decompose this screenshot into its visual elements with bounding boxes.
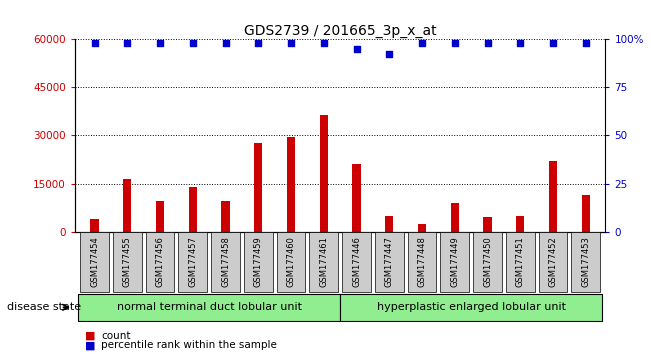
Text: GSM177451: GSM177451: [516, 236, 525, 287]
Bar: [385, 216, 393, 232]
Bar: [156, 201, 164, 232]
Bar: [352, 164, 361, 232]
Bar: [221, 201, 230, 232]
Bar: [418, 224, 426, 232]
Bar: [375, 232, 404, 292]
Bar: [178, 232, 207, 292]
Point: [450, 40, 460, 46]
Bar: [146, 232, 174, 292]
Bar: [340, 293, 602, 321]
Point: [581, 40, 591, 46]
Bar: [189, 187, 197, 232]
Bar: [516, 216, 524, 232]
Bar: [287, 137, 295, 232]
Bar: [123, 179, 132, 232]
Text: GSM177457: GSM177457: [188, 236, 197, 287]
Text: GSM177448: GSM177448: [417, 236, 426, 287]
Point: [548, 40, 559, 46]
Text: hyperplastic enlarged lobular unit: hyperplastic enlarged lobular unit: [377, 302, 566, 312]
Text: GSM177450: GSM177450: [483, 236, 492, 287]
Bar: [244, 232, 273, 292]
Text: GSM177458: GSM177458: [221, 236, 230, 287]
Text: GSM177455: GSM177455: [123, 236, 132, 287]
Point: [155, 40, 165, 46]
Point: [253, 40, 264, 46]
Text: count: count: [101, 331, 130, 341]
Text: percentile rank within the sample: percentile rank within the sample: [101, 340, 277, 350]
Text: GSM177461: GSM177461: [319, 236, 328, 287]
Point: [417, 40, 427, 46]
Point: [515, 40, 525, 46]
Text: ■: ■: [85, 331, 95, 341]
Bar: [506, 232, 534, 292]
Bar: [342, 232, 371, 292]
Text: GSM177453: GSM177453: [581, 236, 590, 287]
Bar: [450, 203, 459, 232]
Bar: [538, 232, 568, 292]
Point: [352, 46, 362, 51]
Point: [482, 40, 493, 46]
Bar: [211, 232, 240, 292]
Point: [122, 40, 132, 46]
Bar: [254, 143, 262, 232]
Bar: [78, 293, 340, 321]
Text: GSM177447: GSM177447: [385, 236, 394, 287]
Point: [286, 40, 296, 46]
Bar: [473, 232, 502, 292]
Bar: [90, 219, 98, 232]
Bar: [80, 232, 109, 292]
Text: GSM177446: GSM177446: [352, 236, 361, 287]
Bar: [572, 232, 600, 292]
Text: GSM177449: GSM177449: [450, 236, 459, 287]
Bar: [277, 232, 305, 292]
Title: GDS2739 / 201665_3p_x_at: GDS2739 / 201665_3p_x_at: [244, 24, 436, 38]
Point: [318, 40, 329, 46]
Point: [384, 52, 395, 57]
Text: ■: ■: [85, 340, 95, 350]
Bar: [113, 232, 142, 292]
Bar: [320, 114, 328, 232]
Point: [220, 40, 230, 46]
Bar: [582, 195, 590, 232]
Text: GSM177452: GSM177452: [549, 236, 557, 287]
Bar: [549, 161, 557, 232]
Text: GSM177456: GSM177456: [156, 236, 165, 287]
Bar: [408, 232, 436, 292]
Bar: [484, 217, 492, 232]
Text: GSM177454: GSM177454: [90, 236, 99, 287]
Bar: [440, 232, 469, 292]
Text: GSM177460: GSM177460: [286, 236, 296, 287]
Text: normal terminal duct lobular unit: normal terminal duct lobular unit: [117, 302, 301, 312]
Text: disease state: disease state: [7, 302, 81, 312]
Text: GSM177459: GSM177459: [254, 236, 263, 287]
Point: [187, 40, 198, 46]
Bar: [309, 232, 338, 292]
Point: [89, 40, 100, 46]
